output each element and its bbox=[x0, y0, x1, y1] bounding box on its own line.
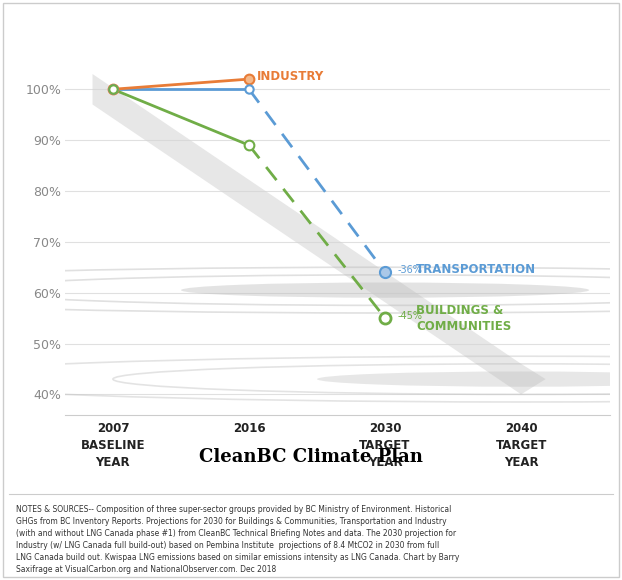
Polygon shape bbox=[93, 74, 545, 394]
Text: INDUSTRY: INDUSTRY bbox=[257, 70, 325, 83]
Text: TRANSPORTATION: TRANSPORTATION bbox=[416, 263, 537, 276]
Text: CleanBC Climate Plan: CleanBC Climate Plan bbox=[199, 448, 423, 466]
Circle shape bbox=[181, 282, 589, 298]
Text: BUILDINGS &
COMMUNITIES: BUILDINGS & COMMUNITIES bbox=[416, 303, 512, 332]
Text: NOTES & SOURCES-- Composition of three super-sector groups provided by BC Minist: NOTES & SOURCES-- Composition of three s… bbox=[16, 505, 459, 574]
Circle shape bbox=[317, 371, 622, 387]
Text: -45%: -45% bbox=[397, 310, 422, 321]
Text: -36%: -36% bbox=[397, 265, 422, 275]
